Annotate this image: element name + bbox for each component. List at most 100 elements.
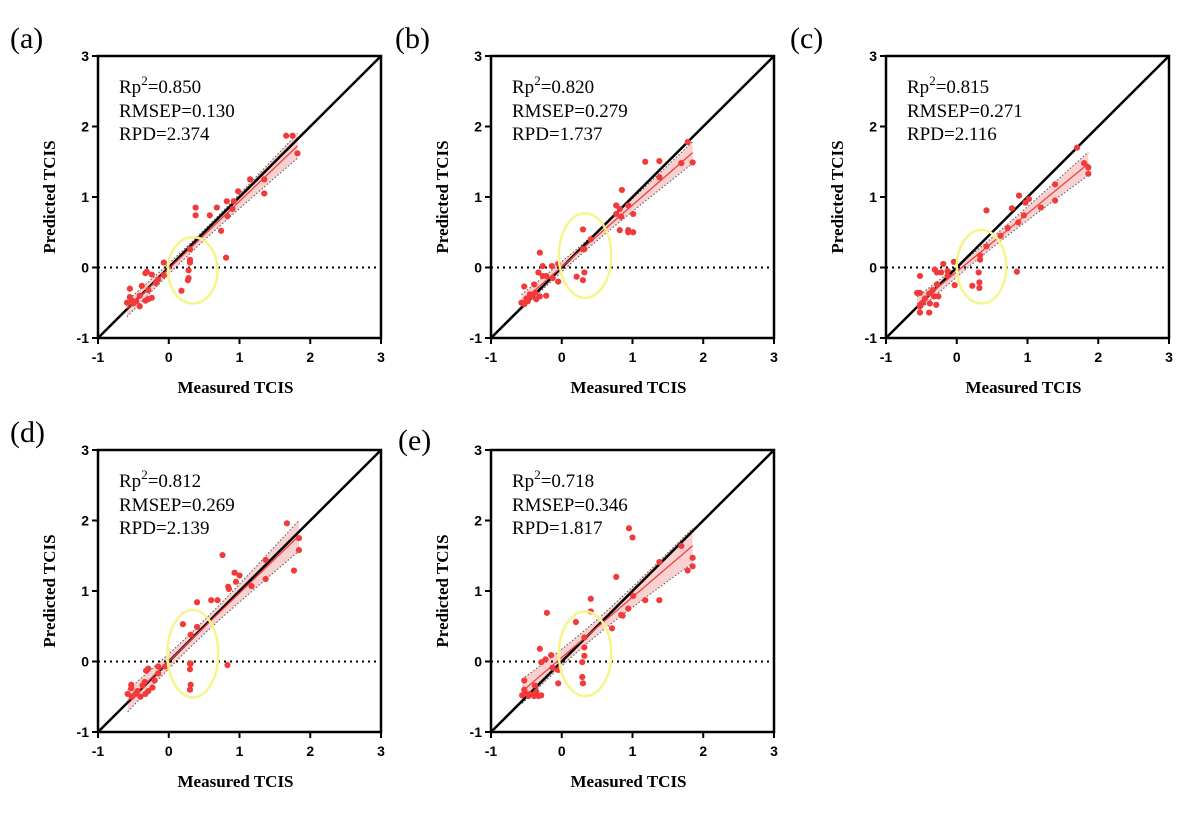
data-point — [1004, 224, 1011, 232]
x-tick-label: 1 — [629, 743, 637, 759]
data-point — [976, 256, 984, 263]
data-point — [247, 176, 254, 183]
data-point — [940, 260, 947, 268]
data-point — [219, 551, 226, 559]
y-tick-label: 0 — [474, 260, 482, 276]
stat-rpd-value: 2.139 — [167, 518, 210, 539]
data-point — [933, 281, 941, 288]
y-tick-label: 3 — [81, 48, 89, 64]
data-point — [206, 212, 213, 219]
stat-rpd-value: 2.374 — [167, 124, 210, 145]
data-point — [536, 645, 543, 652]
stat-rp2-name: Rp — [119, 471, 141, 492]
data-point — [535, 269, 542, 276]
data-point — [143, 667, 150, 674]
data-point — [916, 309, 924, 316]
data-point — [160, 259, 167, 266]
y-tick-label: 1 — [474, 189, 482, 205]
highlight-ellipse — [557, 211, 613, 300]
stat-rmsep: RMSEP=0.279 — [512, 101, 628, 122]
stat-rmsep: RMSEP=0.130 — [119, 101, 235, 122]
data-point — [976, 284, 983, 292]
data-point — [1037, 204, 1045, 211]
data-point — [625, 229, 632, 236]
x-tick-label: 0 — [558, 349, 566, 365]
data-point — [261, 176, 268, 183]
x-tick-label: 2 — [306, 349, 314, 365]
x-tick-label: -1 — [92, 743, 105, 759]
data-point — [526, 690, 534, 698]
data-point — [231, 569, 238, 576]
data-point — [613, 210, 620, 218]
data-point — [935, 293, 942, 300]
x-tick-label: 0 — [165, 349, 173, 365]
data-point — [192, 212, 199, 219]
y-tick-label: -1 — [865, 330, 878, 346]
confidence-lower-bound — [521, 163, 693, 310]
data-point — [555, 278, 562, 285]
x-tick-label: 3 — [377, 743, 385, 759]
stat-rmsep-value: 0.271 — [980, 101, 1023, 122]
data-point — [618, 213, 625, 220]
data-point — [225, 585, 232, 592]
y-tick-label: 2 — [869, 119, 877, 135]
stat-rmsep-value: 0.269 — [192, 495, 235, 516]
data-point — [224, 212, 231, 220]
data-point — [579, 673, 586, 681]
data-point — [684, 138, 691, 146]
data-point — [531, 682, 538, 689]
data-point — [1085, 164, 1092, 171]
stat-rp2: Rp2=0.820 — [512, 73, 594, 98]
identity-line — [97, 449, 382, 733]
data-point — [581, 269, 588, 276]
stat-rpd-name: RPD= — [512, 518, 560, 539]
y-tick-label: 1 — [869, 189, 877, 205]
y-tick-label: 1 — [81, 189, 89, 205]
data-point — [214, 597, 221, 604]
y-tick-label: 0 — [81, 260, 89, 276]
stat-rpd: RPD=1.737 — [512, 124, 602, 145]
y-tick-label: 3 — [869, 48, 877, 64]
data-point — [618, 186, 625, 194]
identity-line — [490, 55, 775, 339]
data-point — [579, 226, 587, 233]
data-point — [549, 274, 556, 282]
stat-rmsep: RMSEP=0.271 — [907, 101, 1023, 122]
regression-line — [521, 545, 694, 692]
data-point — [186, 246, 194, 253]
data-point — [524, 298, 531, 305]
y-tick-label: -1 — [77, 724, 90, 740]
stat-rpd-name: RPD= — [512, 124, 560, 145]
data-point — [613, 573, 620, 581]
data-point — [149, 684, 156, 691]
data-point — [625, 525, 633, 532]
stat-rmsep-name: RMSEP= — [119, 101, 192, 122]
data-point — [178, 287, 185, 294]
data-point — [213, 204, 220, 211]
stat-rpd-name: RPD= — [907, 124, 955, 145]
stat-rp2-value: =0.718 — [541, 471, 594, 492]
stat-rpd: RPD=2.374 — [119, 124, 210, 145]
y-tick-label: 2 — [474, 513, 482, 529]
data-point — [689, 159, 696, 166]
panel-c: (c) -1 0 1 2 3 -1 0 1 2 3 Measured TCIS Predicted TC… — [790, 22, 1173, 397]
stat-rp2: Rp2=0.718 — [512, 467, 594, 492]
data-point — [531, 281, 538, 288]
data-point — [185, 267, 192, 274]
data-point — [222, 254, 230, 261]
data-point — [1073, 144, 1081, 151]
data-point — [642, 158, 649, 165]
x-tick-label: 1 — [629, 349, 637, 365]
data-point — [616, 205, 623, 213]
confidence-lower-bound — [916, 174, 1089, 313]
data-point — [535, 692, 542, 700]
stat-rp2: Rp2=0.812 — [119, 467, 201, 492]
confidence-band — [917, 151, 1089, 312]
data-point — [926, 300, 933, 307]
x-tick-label: 1 — [236, 743, 244, 759]
regression-line — [126, 145, 298, 310]
x-tick-label: 1 — [236, 349, 244, 365]
confidence-lower-bound — [521, 562, 693, 704]
data-point — [230, 198, 237, 205]
